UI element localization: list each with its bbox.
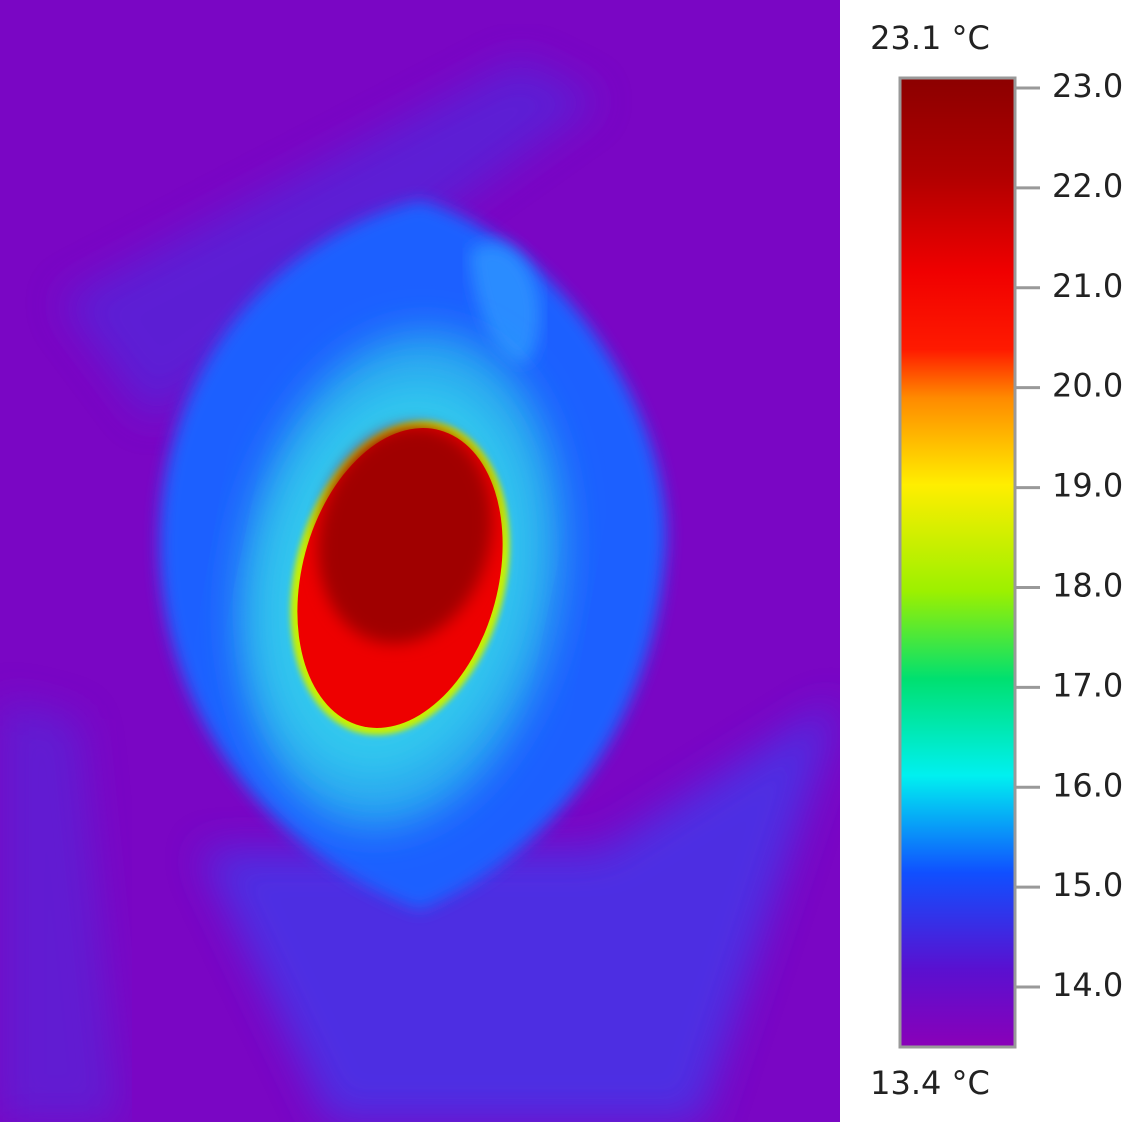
tick-label: 19.0 (1052, 467, 1123, 505)
tick-label: 21.0 (1052, 267, 1123, 305)
thermal-image (0, 0, 840, 1122)
tick-label: 22.0 (1052, 167, 1123, 205)
tick-label: 16.0 (1052, 766, 1123, 804)
tick-label: 14.0 (1052, 966, 1123, 1004)
colorbar-max-label: 23.1 °C (870, 19, 990, 57)
colorbar (898, 76, 1017, 1049)
colorbar-min-label: 13.4 °C (870, 1064, 990, 1102)
tick-label: 18.0 (1052, 566, 1123, 604)
tick-label: 17.0 (1052, 666, 1123, 704)
tick-label: 20.0 (1052, 367, 1123, 405)
tick-label: 15.0 (1052, 866, 1123, 904)
tick-label: 23.0 (1052, 67, 1123, 105)
